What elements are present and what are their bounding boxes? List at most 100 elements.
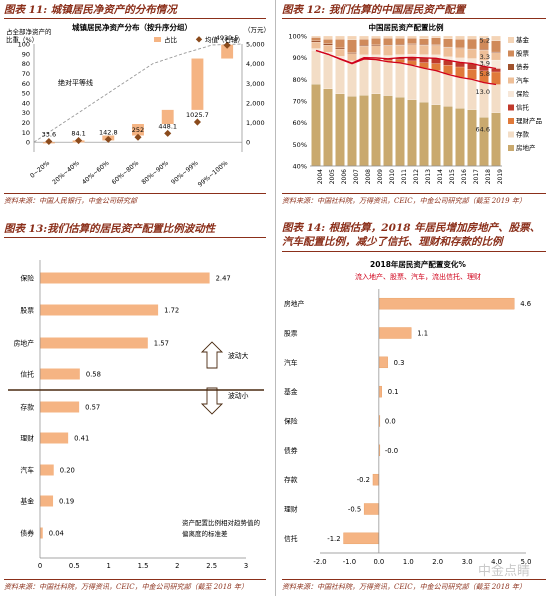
chart-12-bar-segment <box>431 45 441 55</box>
chart-12-xtick: 2018 <box>485 169 492 184</box>
chart-13-value-label: 1.72 <box>164 307 179 315</box>
chart-14-value-label: 0.1 <box>388 388 399 396</box>
chart-12-ytick: 90% <box>293 54 307 62</box>
chart-11-point-label: 448.1 <box>158 122 177 130</box>
chart-12-legend-label: 保险 <box>516 89 530 98</box>
chart-12-bar-segment <box>335 47 345 50</box>
chart-12-bar-segment <box>431 104 441 167</box>
chart-14-subtitle: 流入地产、股票、汽车，流出信托、理财 <box>355 272 481 281</box>
chart-11-ytick-left: 0 <box>26 139 30 147</box>
chart-13-value-label: 0.04 <box>49 530 64 538</box>
chart-12-title: 中国居民资产配置比例 <box>369 22 444 32</box>
chart-13-ytick: 汽车 <box>20 466 34 475</box>
chart-13-arrow-up-icon <box>200 341 224 369</box>
chart-12-bar-segment <box>407 99 417 167</box>
chart-14-xtick: 5.0 <box>521 558 532 566</box>
chart-12-bar-segment <box>335 39 345 49</box>
chart-13-value-label: 0.41 <box>74 435 89 443</box>
chart-12-legend-swatch <box>508 50 514 57</box>
chart-11-xtick: 99%~100% <box>197 160 230 189</box>
chart-13-ytick: 理财 <box>20 434 34 443</box>
panel-12-bottom-rule <box>282 193 546 194</box>
chart-14-title: 2018年居民资产配置变化% <box>370 259 466 269</box>
chart-12-bar-segment <box>443 47 453 57</box>
chart-12-ytick: 70% <box>293 98 307 106</box>
chart-12-bar-segment <box>311 83 321 167</box>
chart-12-bar-segment <box>323 39 333 44</box>
chart-11-xtick: 60%~80% <box>111 160 141 186</box>
chart-12-bar-segment <box>407 35 417 39</box>
chart-11-point <box>75 136 83 145</box>
chart-12-bar-segment <box>491 112 501 167</box>
chart-11-bar <box>221 44 234 59</box>
chart-12-legend-swatch <box>508 118 514 124</box>
chart-14-xtick: 3.0 <box>462 558 473 566</box>
chart-11-legend-swatch-1 <box>154 37 161 42</box>
chart-12-bar-segment <box>383 61 393 96</box>
chart-12-xtick: 2009 <box>377 169 384 184</box>
chart-12-bar-segment <box>359 45 369 47</box>
chart-12-bar-segment <box>419 68 429 103</box>
chart-12-xtick: 2004 <box>317 169 324 184</box>
chart-13-bar <box>40 337 148 349</box>
chart-11-legend-2: 均值（右轴） <box>205 35 244 44</box>
panel-11-title: 图表 11: 城镇居民净资产的分布情况 <box>4 4 177 16</box>
chart-14-value-label: 0.0 <box>385 418 396 426</box>
chart-12-legend-label: 债券 <box>516 62 530 71</box>
chart-13-ytick: 债券 <box>20 529 34 538</box>
chart-12-bar-segment <box>371 93 381 167</box>
chart-12-bar-segment <box>431 37 441 45</box>
panel-14-title-text: 图表 14: 根据估算，2018 年居民增加房地产、股票、汽车配置比例，减少了信… <box>282 222 541 248</box>
chart-14-xtick: 2.0 <box>432 558 443 566</box>
chart-12-bar-segment <box>311 50 321 85</box>
chart-14-ytick: 债券 <box>284 446 298 455</box>
chart-12-bar-segment <box>443 38 453 48</box>
chart-12-xtick: 2006 <box>341 169 348 184</box>
chart-12-bar-segment <box>455 77 465 109</box>
chart-11-ytick-right: 5,000 <box>246 41 265 49</box>
chart-12-bar-segment <box>383 38 393 46</box>
chart-12-bar-segment <box>467 49 477 59</box>
chart-11-ytick-right: 2,000 <box>246 99 265 107</box>
chart-12-bar-segment <box>455 108 465 167</box>
chart-12-bar-segment <box>335 93 345 167</box>
chart-12-ytick: 50% <box>293 141 307 149</box>
chart-14-bar <box>372 473 380 486</box>
chart-14-value-label: 4.6 <box>520 300 531 308</box>
chart-12-bar-segment <box>491 59 501 69</box>
chart-13-annotation-up: 波动大 <box>228 351 249 360</box>
chart-13-ytick: 信托 <box>20 370 34 379</box>
chart-12-bar-segment <box>371 38 381 45</box>
chart-12-bar-segment <box>311 35 321 38</box>
chart-12-bar-segment <box>419 101 429 167</box>
chart-12-bar-segment <box>383 35 393 39</box>
chart-14-ytick: 存款 <box>284 475 298 484</box>
chart-11-ytick-left: 90 <box>22 50 30 58</box>
chart-12-bar-segment <box>371 59 381 94</box>
chart-12-bar-segment <box>371 44 381 46</box>
panel-14-rule <box>282 251 546 252</box>
chart-11-point <box>164 129 172 137</box>
chart-12-bar-segment <box>395 96 405 167</box>
chart-11-xtick: 80%~90% <box>140 160 170 186</box>
chart-12-bar-segment <box>371 35 381 39</box>
chart-12-legend-swatch <box>508 104 514 111</box>
chart-12-bar-segment <box>467 69 477 80</box>
chart-14-ytick: 保险 <box>284 417 298 426</box>
chart-12-bar-segment <box>323 54 333 89</box>
chart-13-arrow-down-icon <box>200 387 224 415</box>
chart-12-bar-segment <box>455 35 465 40</box>
chart-13-xtick: 3 <box>244 562 248 570</box>
chart-13-note: 资产配置比例相对趋势值的 <box>182 518 261 527</box>
chart-11-xtick: 0~20% <box>29 160 51 180</box>
chart-12-point-label: 3.3 <box>480 53 490 61</box>
chart-12-bar-segment <box>359 35 369 40</box>
chart-13-xtick: 1.5 <box>138 562 149 570</box>
panel-13-title: 图表 13:我们估算的居民资产配置比例波动性 <box>4 223 216 235</box>
chart-14-xtick: -1.0 <box>343 558 356 566</box>
chart-11-ytick-left: 100 <box>18 41 30 49</box>
chart-11-xtick: 20%~40% <box>51 160 81 186</box>
chart-12-bar-segment <box>455 66 465 78</box>
chart-11-ytick-left: 50 <box>22 90 30 98</box>
